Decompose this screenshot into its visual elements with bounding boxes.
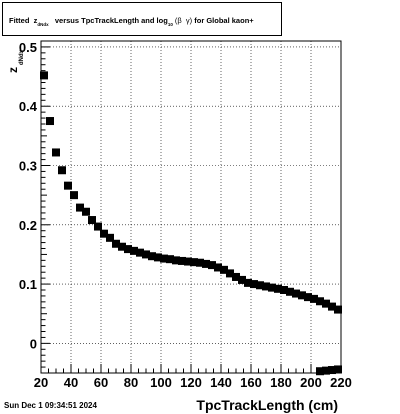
data-point bbox=[316, 367, 324, 376]
data-point bbox=[292, 289, 300, 298]
data-point bbox=[52, 148, 60, 157]
title-z-symbol: z bbox=[33, 16, 38, 25]
data-markers bbox=[40, 71, 342, 376]
data-point bbox=[178, 256, 186, 265]
data-point bbox=[208, 261, 216, 270]
data-point bbox=[310, 294, 318, 303]
data-point bbox=[64, 181, 72, 190]
data-point bbox=[112, 239, 120, 248]
data-point bbox=[328, 302, 336, 311]
y-tick-label: 0.1 bbox=[19, 277, 37, 292]
x-tick-label: 220 bbox=[330, 375, 352, 390]
data-point bbox=[70, 191, 78, 200]
data-point bbox=[136, 248, 144, 257]
data-point bbox=[214, 263, 222, 272]
title-beta-symbol: β bbox=[177, 16, 182, 25]
data-point bbox=[88, 216, 96, 225]
data-point bbox=[322, 366, 330, 375]
data-point bbox=[334, 305, 342, 314]
title-log-subscript: 10 bbox=[167, 22, 173, 27]
data-point bbox=[82, 207, 90, 216]
data-point bbox=[250, 280, 258, 289]
data-point bbox=[118, 242, 126, 251]
data-point bbox=[202, 259, 210, 268]
y-axis-label-main: z bbox=[6, 67, 20, 73]
title-middle: versus TpcTrackLength and log bbox=[54, 16, 168, 25]
data-point bbox=[316, 297, 324, 306]
data-point bbox=[334, 365, 342, 374]
title-suffix: for Global kaon+ bbox=[194, 16, 254, 25]
data-point bbox=[238, 275, 246, 284]
data-point bbox=[280, 286, 288, 294]
title-paren-close: ) bbox=[189, 16, 193, 25]
y-tick-label: 0.5 bbox=[19, 40, 37, 55]
data-point bbox=[268, 283, 276, 292]
data-point bbox=[322, 299, 330, 308]
data-point bbox=[304, 293, 312, 302]
data-point bbox=[256, 281, 264, 290]
data-point bbox=[226, 269, 234, 278]
y-tick-labels: 0 0.1 0.2 0.3 0.4 0.5 bbox=[19, 40, 38, 351]
x-tick-label: 120 bbox=[180, 375, 202, 390]
y-tick-label: 0.4 bbox=[19, 99, 38, 114]
data-point bbox=[274, 284, 282, 293]
data-point bbox=[130, 246, 138, 255]
data-point bbox=[328, 366, 336, 375]
x-tick-label: 100 bbox=[150, 375, 172, 390]
grid bbox=[41, 41, 341, 373]
data-point bbox=[166, 255, 174, 264]
y-tick-label: 0.2 bbox=[19, 218, 37, 233]
chart-title-box: Fitted zdNdx versus TpcTrackLength and l… bbox=[2, 2, 282, 36]
data-point bbox=[40, 71, 48, 80]
y-axis-label-subscript: dNdx bbox=[19, 49, 25, 65]
data-point bbox=[184, 257, 192, 266]
data-point bbox=[124, 245, 132, 254]
title-gamma-symbol: γ bbox=[185, 16, 190, 25]
x-tick-label: 160 bbox=[240, 375, 262, 390]
y-tick-label: 0 bbox=[30, 336, 37, 351]
y-tick-label: 0.3 bbox=[19, 159, 37, 174]
data-point bbox=[172, 256, 180, 265]
title-z-subscript: dNdx bbox=[37, 22, 49, 27]
x-tick-label: 40 bbox=[64, 375, 78, 390]
x-tick-label: 180 bbox=[270, 375, 292, 390]
data-point bbox=[154, 253, 162, 262]
data-point bbox=[58, 166, 66, 175]
x-tick-label: 60 bbox=[94, 375, 108, 390]
data-point bbox=[142, 250, 150, 259]
data-point bbox=[190, 258, 198, 267]
data-point bbox=[46, 117, 54, 126]
y-axis-label: z dNdx bbox=[6, 49, 25, 73]
data-point bbox=[244, 278, 252, 287]
x-tick-labels: 20 40 60 80 100 120 140 160 180 200 220 bbox=[34, 375, 352, 390]
data-point bbox=[148, 252, 156, 261]
data-point bbox=[196, 258, 204, 267]
data-point bbox=[76, 203, 84, 212]
chart-title: Fitted zdNdx versus TpcTrackLength and l… bbox=[9, 16, 254, 27]
data-point bbox=[106, 233, 114, 242]
data-point bbox=[220, 265, 228, 274]
title-paren-open: ( bbox=[174, 16, 178, 25]
axis-ticks bbox=[40, 40, 342, 373]
x-tick-label: 20 bbox=[34, 375, 48, 390]
x-tick-label: 80 bbox=[124, 375, 138, 390]
x-tick-label: 200 bbox=[300, 375, 322, 390]
data-point bbox=[262, 282, 270, 291]
data-point bbox=[160, 254, 168, 263]
data-point bbox=[286, 287, 294, 296]
data-point bbox=[232, 272, 240, 281]
title-prefix: Fitted bbox=[9, 16, 30, 25]
data-point bbox=[298, 291, 306, 300]
data-point bbox=[94, 222, 102, 231]
date-stamp: Sun Dec 1 09:34:51 2024 bbox=[4, 401, 97, 410]
x-tick-label: 140 bbox=[210, 375, 232, 390]
x-axis-label: TpcTrackLength (cm) bbox=[196, 397, 338, 413]
data-point bbox=[100, 229, 108, 238]
